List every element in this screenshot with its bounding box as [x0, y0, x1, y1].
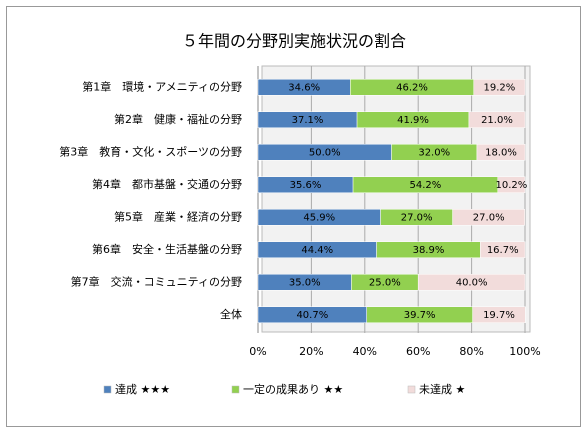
- value-label: 35.0%: [289, 277, 321, 288]
- value-label: 44.4%: [301, 245, 333, 256]
- legend-label: 達成 ★★★: [115, 383, 170, 396]
- chart-title: ５年間の分野別実施状況の割合: [182, 32, 406, 51]
- y-tick-label: 第1章 環境・アメニティの分野: [82, 79, 242, 93]
- value-label: 41.9%: [397, 115, 429, 126]
- bar-segment: [472, 306, 526, 323]
- value-label: 27.0%: [401, 212, 433, 223]
- value-label: 19.2%: [483, 82, 515, 93]
- y-tick-label: 第5章 産業・経済の分野: [114, 209, 242, 223]
- value-label: 50.0%: [309, 147, 341, 158]
- bar-segment: [473, 79, 526, 96]
- value-label: 18.0%: [485, 147, 517, 158]
- y-tick-label: 第4章 都市基盤・交通の分野: [92, 177, 242, 191]
- value-label: 37.1%: [292, 115, 324, 126]
- x-tick-label: 60%: [406, 345, 430, 358]
- bar-segment: [480, 241, 526, 258]
- y-tick-label: 第3章 教育・文化・スポーツの分野: [59, 144, 242, 158]
- bar-segment: [417, 274, 526, 291]
- value-label: 54.2%: [410, 180, 442, 191]
- x-tick-label: 20%: [299, 345, 323, 358]
- legend-swatch: [231, 385, 240, 394]
- bar-segment: [476, 144, 526, 161]
- y-tick-label: 第6章 安全・生活基盤の分野: [92, 242, 242, 256]
- y-tick-label: 全体: [220, 307, 242, 321]
- legend-label: 未達成 ★: [419, 383, 465, 396]
- value-label: 34.6%: [288, 82, 320, 93]
- value-label: 16.7%: [487, 245, 519, 256]
- value-label: 46.2%: [396, 82, 428, 93]
- bar-segment: [497, 176, 526, 193]
- bar-segment: [452, 209, 525, 226]
- legend-swatch: [103, 385, 112, 394]
- x-tick-label: 100%: [509, 345, 540, 358]
- value-label: 21.0%: [481, 115, 513, 126]
- value-label: 40.0%: [456, 277, 488, 288]
- y-tick-label: 第2章 健康・福祉の分野: [114, 112, 242, 126]
- value-label: 38.9%: [413, 245, 445, 256]
- legend-label: 一定の成果あり ★★: [243, 382, 343, 396]
- legend-swatch: [407, 385, 416, 394]
- value-label: 39.7%: [404, 310, 436, 321]
- value-label: 19.7%: [483, 310, 515, 321]
- value-label: 25.0%: [369, 277, 401, 288]
- bar-segment: [468, 111, 526, 128]
- x-tick-label: 40%: [353, 345, 377, 358]
- value-label: 40.7%: [296, 310, 328, 321]
- value-label: 35.6%: [290, 180, 322, 191]
- x-tick-label: 0%: [249, 345, 266, 358]
- value-label: 27.0%: [473, 212, 505, 223]
- value-label: 10.2%: [495, 180, 527, 191]
- x-tick-label: 80%: [459, 345, 483, 358]
- y-tick-label: 第7章 交流・コミュニティの分野: [71, 274, 242, 288]
- plot-wall: [261, 65, 531, 333]
- value-label: 45.9%: [303, 212, 335, 223]
- value-label: 32.0%: [418, 147, 450, 158]
